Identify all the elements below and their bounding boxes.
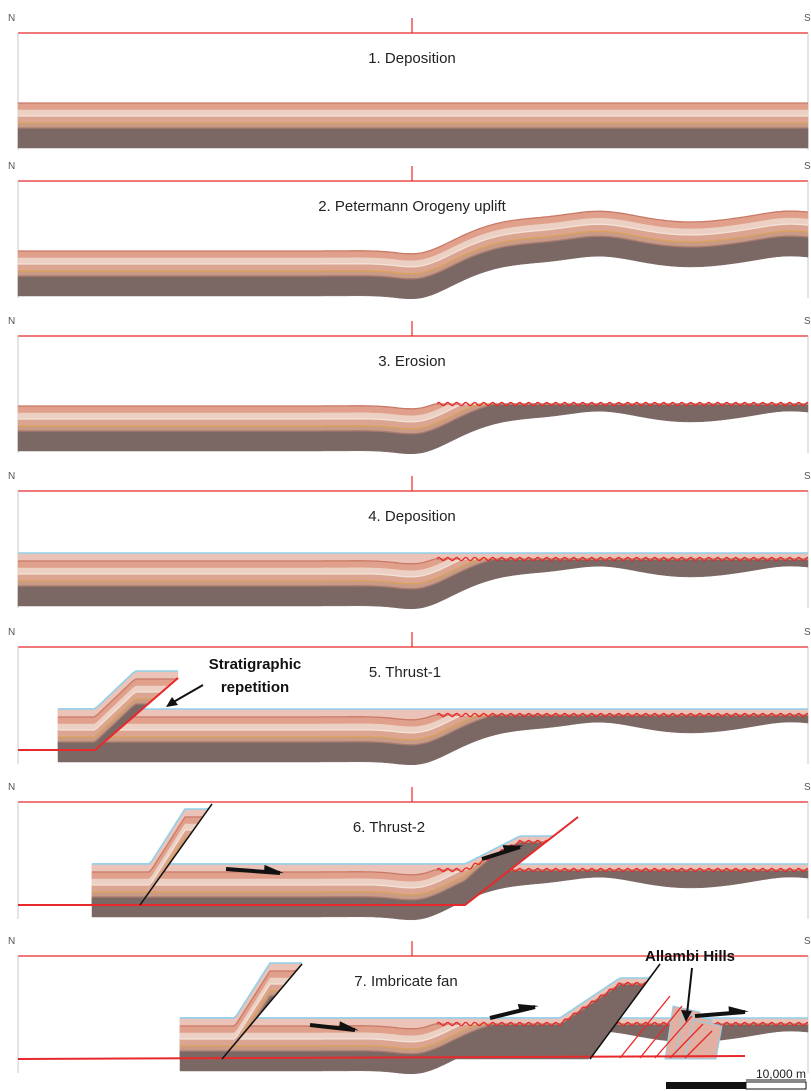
panel-title: 2. Petermann Orogeny uplift [318,198,506,215]
direction-label: N [8,782,15,793]
cross-section-figure: Stratigraphic repetition Allambi Hills 1… [0,0,811,1091]
scale-label: 10,000 m [756,1067,806,1081]
panel-title: 6. Thrust-2 [353,819,425,836]
stratum [18,110,808,116]
panel-title: 5. Thrust-1 [369,664,441,681]
direction-label: S [804,936,811,947]
direction-label: N [8,316,15,327]
slip-arrow-head [728,1006,748,1013]
scale-bar [666,1082,746,1089]
panel-title: 7. Imbricate fan [354,973,457,990]
annotation-arrowhead [166,697,178,707]
direction-label: S [804,161,811,172]
annotation: Stratigraphic [209,656,302,673]
direction-label: S [804,627,811,638]
stratum [18,123,808,128]
direction-label: S [804,471,811,482]
direction-label: N [8,627,15,638]
direction-label: N [8,161,15,172]
direction-label: S [804,782,811,793]
scale-bar [746,1082,806,1089]
annotation: repetition [221,679,289,696]
annotation-arrow [687,968,692,1014]
direction-label: S [804,13,811,24]
stratum [18,103,808,110]
panel-title: 4. Deposition [368,508,456,525]
direction-label: N [8,13,15,24]
panel-title: 1. Deposition [368,50,456,67]
stratum [18,116,808,123]
annotation: Allambi Hills [645,948,735,965]
direction-label: S [804,316,811,327]
direction-label: N [8,471,15,482]
direction-label: N [8,936,15,947]
basement [18,128,808,148]
panel-title: 3. Erosion [378,353,446,370]
slip-arrow [490,1007,535,1018]
